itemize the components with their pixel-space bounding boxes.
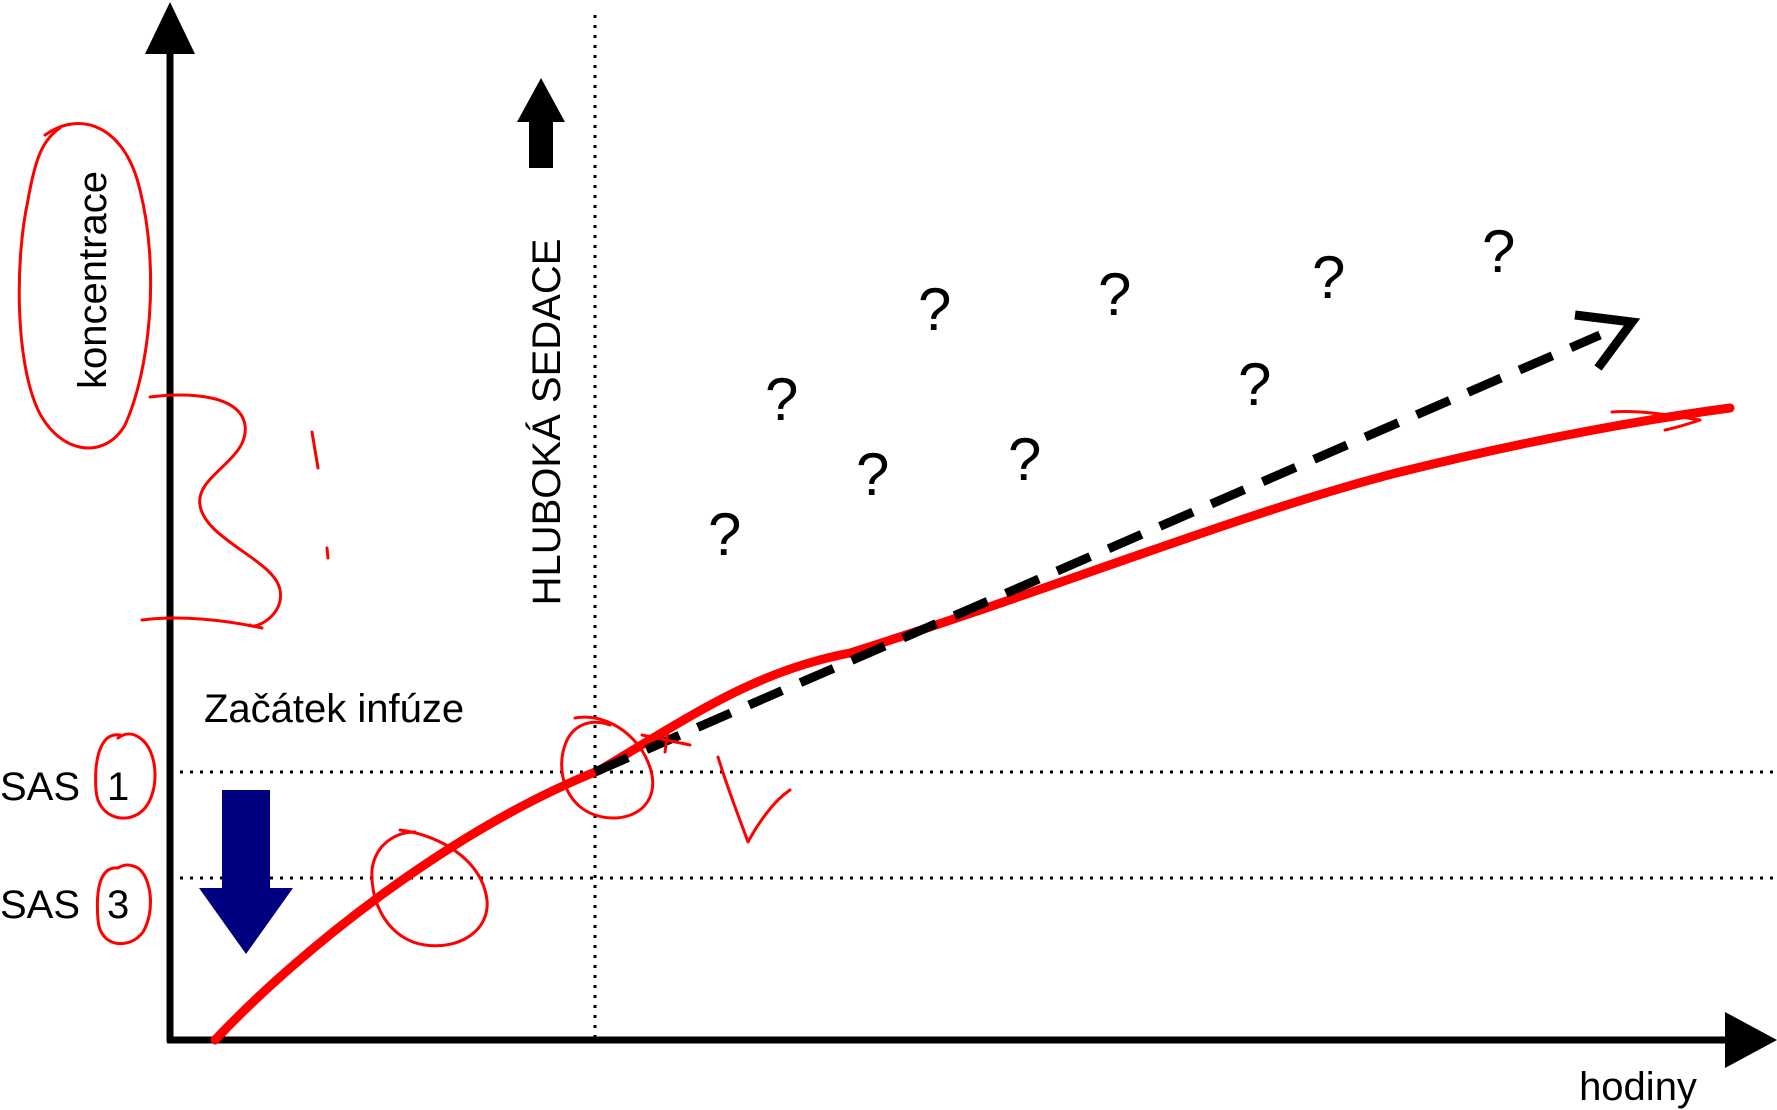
extrapolation-line [593,310,1641,777]
axes [145,2,1777,1068]
sas1-prefix-label: SAS [0,765,80,809]
question-marks: ? ? ? ? ? ? ? ? ? [708,218,1515,568]
deep-sedation-label: HLUBOKÁ SEDACE [524,239,569,606]
curve-point-circle-2 [560,715,655,820]
squiggle-annotation [140,393,282,630]
question-mark: ? [1312,244,1345,311]
x-axis-label: hodiny [1579,1065,1697,1109]
curve-point-circle-1 [370,828,489,948]
question-mark: ? [856,441,889,508]
koncentrace-circle-annotation [17,122,153,450]
handwritten-annotations [17,122,1702,948]
dot-mark-annotation [325,546,330,560]
sas3-number-circle [95,863,152,946]
tick-mark-annotation [310,430,320,470]
x-axis-arrowhead [1725,1012,1777,1068]
y-axis-label: koncentrace [71,171,115,389]
reference-lines [180,15,1775,1040]
sas3-number-label: 3 [107,883,129,927]
question-mark: ? [1098,261,1131,328]
curve-cross-mark [640,728,692,754]
y-axis-arrowhead [145,2,195,54]
check-mark-annotation [716,755,792,844]
question-mark: ? [1008,426,1041,493]
question-mark: ? [918,276,951,343]
question-mark: ? [1482,218,1515,285]
sas1-number-circle [94,732,157,820]
extrapolation-arrowhead [1574,310,1641,371]
sas1-number-label: 1 [107,765,129,809]
curve-end-arrow-mark [1610,410,1702,432]
deep-sedation-arrow-icon [517,78,565,168]
concentration-curve [210,403,1735,1045]
sas3-prefix-label: SAS [0,883,80,927]
infusion-start-label: Začátek infúze [204,687,464,731]
infusion-down-arrow-icon [199,790,293,954]
question-mark: ? [1238,351,1271,418]
question-mark: ? [765,366,798,433]
question-mark: ? [708,501,741,568]
